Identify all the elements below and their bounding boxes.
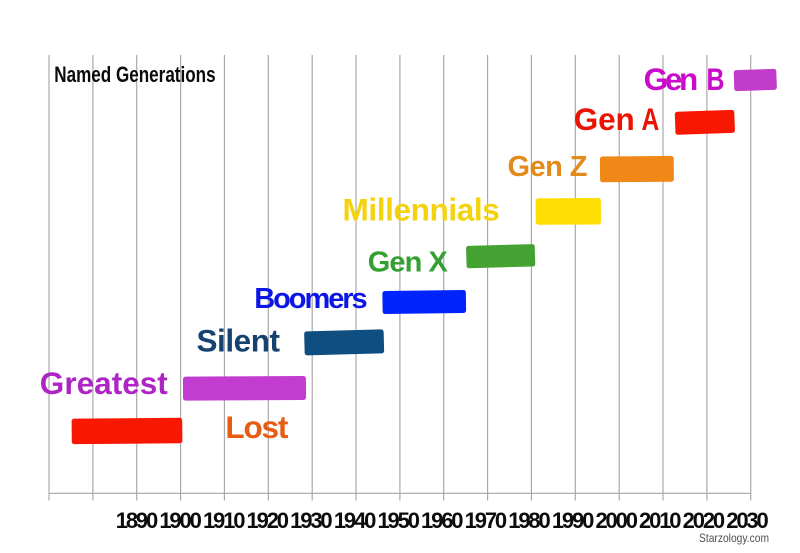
svg-text:A: A (642, 101, 660, 137)
svg-text:2000: 2000 (595, 508, 638, 533)
svg-text:Gen: Gen (644, 61, 699, 97)
svg-text:Named Generations: Named Generations (54, 62, 215, 87)
svg-text:1930: 1930 (290, 508, 333, 533)
svg-text:2030: 2030 (726, 508, 769, 533)
svg-text:1990: 1990 (552, 508, 595, 533)
svg-text:1950: 1950 (377, 508, 420, 533)
svg-text:1900: 1900 (159, 508, 202, 533)
svg-text:1940: 1940 (334, 508, 377, 533)
svg-text:1970: 1970 (465, 508, 508, 533)
svg-text:Gen: Gen (574, 101, 635, 137)
svg-text:2010: 2010 (639, 508, 682, 533)
svg-text:2020: 2020 (683, 508, 726, 533)
svg-text:Starzology.com: Starzology.com (699, 531, 769, 545)
svg-text:1890: 1890 (116, 508, 159, 533)
svg-text:1960: 1960 (421, 508, 464, 533)
svg-text:Millennials: Millennials (343, 192, 500, 228)
svg-text:B: B (707, 62, 725, 98)
svg-text:1920: 1920 (247, 508, 290, 533)
svg-text:Lost: Lost (225, 409, 289, 445)
svg-text:Gen Z: Gen Z (508, 151, 588, 183)
svg-text:1910: 1910 (203, 508, 246, 533)
svg-text:1980: 1980 (508, 508, 551, 533)
svg-text:Greatest: Greatest (40, 365, 169, 401)
svg-text:Boomers: Boomers (254, 283, 368, 315)
svg-text:Silent: Silent (197, 322, 281, 358)
svg-text:Gen X: Gen X (368, 246, 449, 278)
